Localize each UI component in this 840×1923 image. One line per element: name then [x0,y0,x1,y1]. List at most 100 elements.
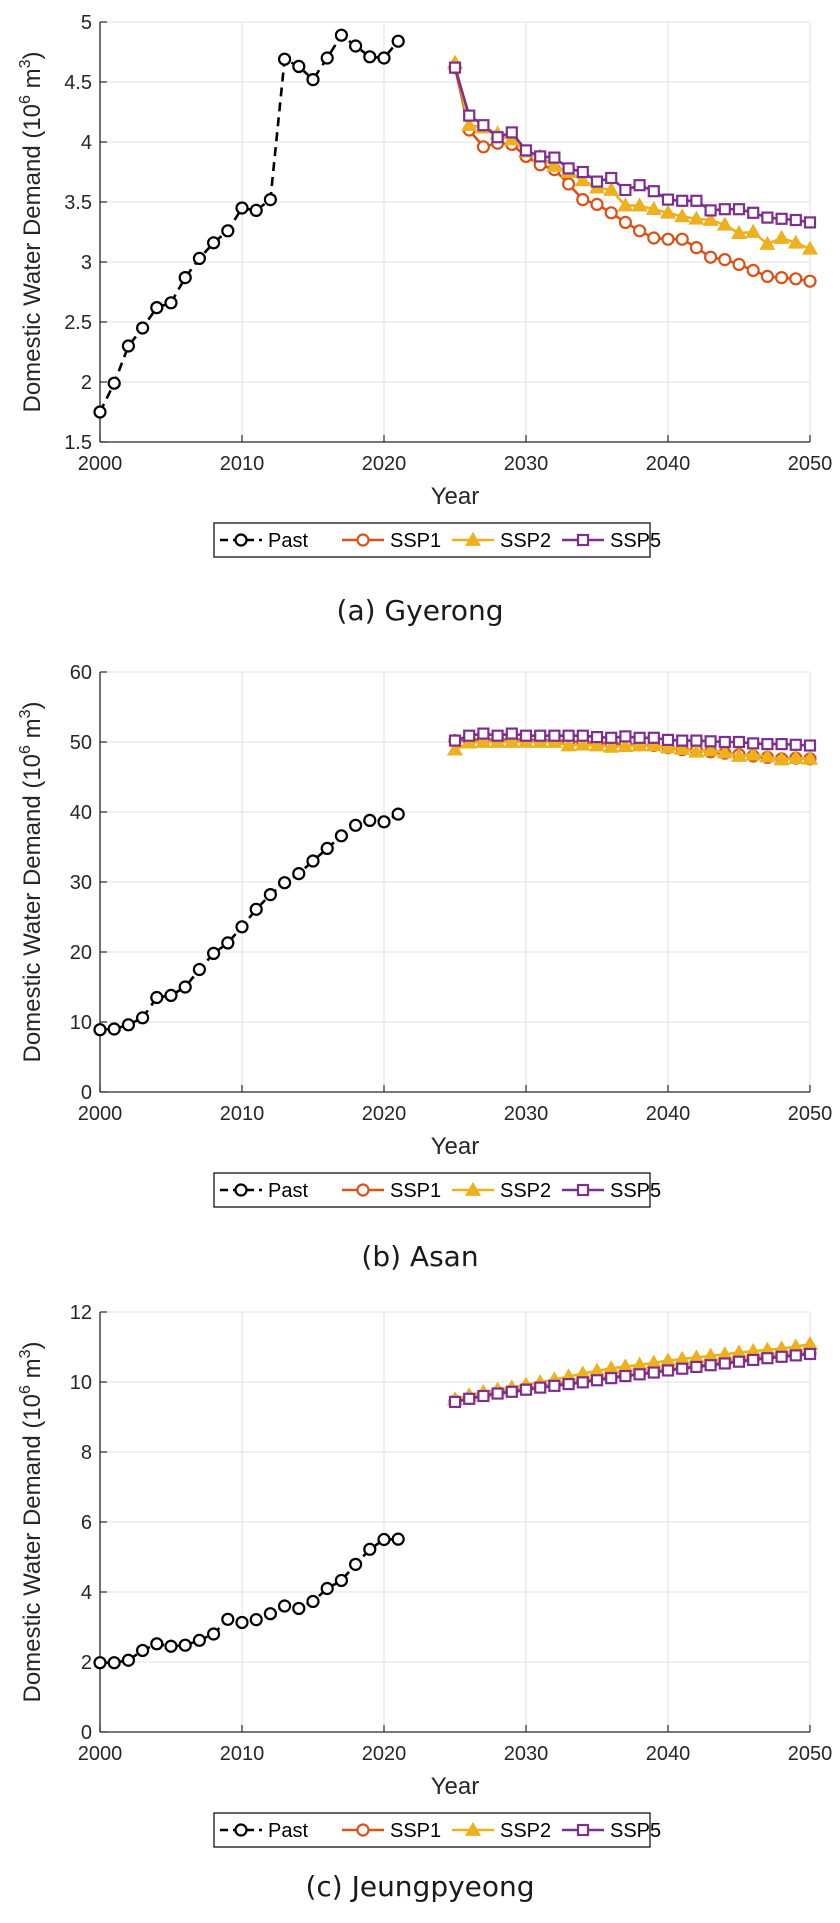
data-point [647,185,660,198]
data-point [676,194,689,207]
data-point [574,172,591,187]
data-point [136,1011,150,1025]
data-point [164,1639,178,1653]
y-tick-label: 0 [81,1082,92,1104]
data-point [732,257,746,271]
series-line-ssp2 [453,62,811,250]
legend-marker [356,1183,370,1197]
y-tick-label: 50 [70,732,92,754]
y-axis-label: Domestic Water Demand (106 m3) [17,1341,46,1702]
y-tick-label: 4 [81,1582,92,1604]
data-point [505,1385,518,1398]
data-point [93,405,107,419]
data-point [477,727,490,740]
data-point [747,206,760,219]
series-ssp2 [446,54,819,255]
data-point [801,750,819,765]
y-tick-label: 40 [70,802,92,824]
legend-marker [464,1821,482,1836]
data-point [463,1392,476,1405]
y-tick-label: 6 [81,1512,92,1534]
data-point [761,211,774,224]
data-point [760,269,775,283]
legend-marker [356,1823,370,1837]
data-point [716,216,733,231]
legend-item-ssp1: SSP1 [342,530,441,552]
series-past [93,1532,405,1670]
y-tick-label: 60 [70,662,92,684]
data-point [789,213,802,227]
data-point [761,1352,774,1365]
data-point [645,200,662,216]
data-point [349,39,363,53]
y-axis-label: Domestic Water Demand (106 m3) [17,51,46,412]
data-point [590,175,604,188]
legend-item-ssp2: SSP2 [452,1820,551,1842]
data-point [702,211,719,226]
x-tick-label: 2010 [220,453,265,475]
grid [99,1311,811,1733]
data-point [320,841,334,855]
data-point [787,234,804,249]
data-point [391,34,405,48]
data-point [363,813,377,827]
data-point [576,165,589,179]
data-point [534,150,547,163]
x-tick-label: 2020 [362,1103,407,1125]
data-point [732,1355,746,1368]
data-point [306,72,320,87]
data-point [505,727,518,740]
data-point [349,818,363,832]
x-tick-label: 2000 [78,1743,123,1765]
data-point [746,263,760,277]
data-point [633,179,646,192]
data-point [619,1369,632,1383]
data-point [774,271,789,285]
chart-gyerong: 2000 2010 2020 2030 2040 2050 1.5 2 2.5 3 3.5 4 4.5 5… [17,12,833,558]
legend-label: SSP5 [610,530,661,552]
data-point [759,235,776,250]
x-tick-label: 2040 [646,453,691,475]
data-point [463,109,476,122]
data-point [633,731,646,744]
legend-label: SSP5 [610,1180,661,1202]
data-point [603,181,620,196]
data-point [249,203,263,217]
data-point [633,1368,646,1381]
legend: Past SSP1 SSP2 SSP5 [213,1172,661,1208]
data-point [603,738,620,753]
data-point [718,735,731,749]
data-point [661,1364,675,1377]
data-point [448,61,462,74]
series-ssp2 [446,733,819,766]
data-point [491,729,504,742]
data-point [704,204,717,217]
x-tick-label: 2050 [788,453,833,475]
legend-label: SSP1 [390,1820,441,1842]
legend-marker [234,1823,248,1837]
data-point [320,51,334,65]
data-point [562,162,575,175]
data-point [560,737,577,752]
data-point [534,729,547,742]
y-tick-label: 0 [81,1722,92,1744]
legend-item-ssp5: SSP5 [562,530,661,552]
data-point [377,815,391,829]
data-point [617,737,634,753]
y-tick-label: 2 [81,1652,92,1674]
data-point [619,730,632,743]
chart-panel-gyerong: 2000 2010 2020 2030 2040 2050 1.5 2 2.5 3 3.5 4 4.5 5… [0,0,840,627]
data-point [292,867,306,881]
series-ssp5 [448,727,817,752]
data-point [363,1542,377,1556]
data-point [477,119,490,132]
data-point [675,232,689,246]
data-point [334,829,348,843]
data-point [107,376,121,390]
data-point [716,744,733,759]
data-point [576,1376,589,1389]
data-point [747,1353,760,1367]
data-point [631,737,648,752]
data-point [659,739,677,754]
data-point [718,203,731,216]
